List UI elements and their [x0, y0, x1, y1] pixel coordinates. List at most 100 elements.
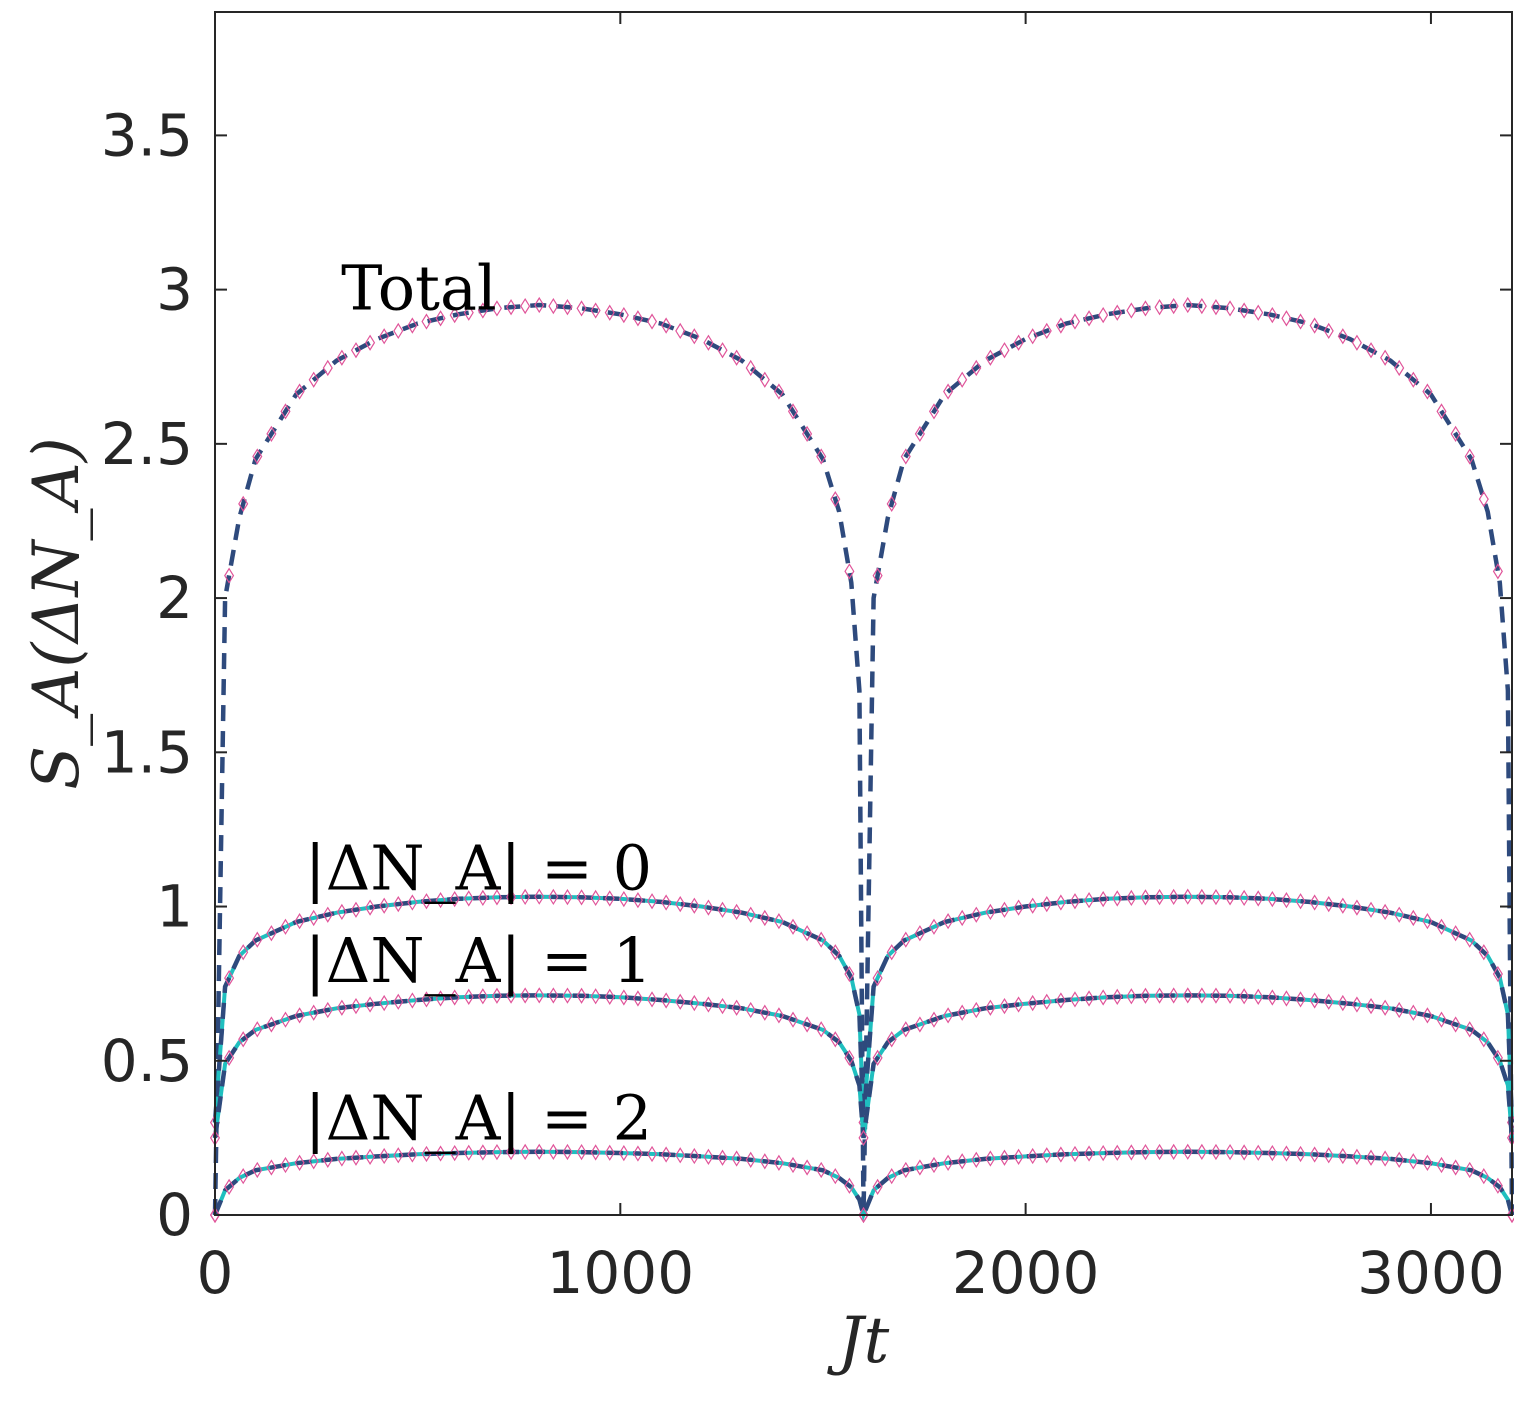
data-marker — [393, 895, 404, 913]
data-marker — [520, 987, 531, 1004]
data-marker — [1140, 300, 1151, 317]
data-marker — [773, 1007, 784, 1024]
data-marker — [886, 1168, 897, 1185]
data-marker — [1351, 899, 1362, 916]
data-marker — [632, 990, 643, 1007]
data-marker — [985, 999, 996, 1016]
data-marker — [463, 304, 474, 321]
data-marker — [1492, 563, 1503, 580]
x-tick-label: 3000 — [1357, 1239, 1505, 1307]
data-marker — [745, 1151, 756, 1168]
data-marker — [802, 1159, 813, 1176]
data-marker — [491, 1143, 503, 1161]
data-marker — [491, 300, 503, 317]
data-marker — [1084, 310, 1095, 327]
data-marker — [322, 1001, 333, 1019]
data-marker — [957, 909, 968, 927]
data-marker — [971, 359, 982, 377]
data-marker — [661, 317, 672, 334]
data-marker — [590, 889, 601, 907]
data-marker — [1323, 895, 1334, 913]
data-marker — [1295, 893, 1306, 910]
data-marker — [943, 1007, 954, 1024]
data-marker — [435, 1145, 446, 1162]
data-marker — [957, 1004, 968, 1021]
data-marker — [280, 1156, 291, 1174]
data-marker — [844, 1177, 855, 1194]
data-marker — [266, 1159, 277, 1176]
data-marker — [1351, 996, 1362, 1013]
data-marker — [703, 1148, 714, 1165]
data-marker — [1140, 889, 1151, 906]
data-marker — [224, 969, 235, 987]
ticks-layer: 0 0.5 1 1.5 2 2.5 3 3.5 0 1000 2000 3000 — [101, 12, 1512, 1307]
data-marker — [1027, 897, 1038, 914]
data-marker — [1182, 1143, 1193, 1160]
data-marker — [534, 888, 545, 905]
data-marker — [816, 1021, 827, 1038]
data-marker — [816, 448, 827, 465]
data-marker — [1295, 313, 1306, 330]
data-marker — [491, 987, 503, 1004]
data-marker — [844, 965, 855, 983]
data-marker — [928, 403, 940, 420]
data-marker — [802, 425, 813, 443]
data-marker — [1224, 987, 1236, 1004]
data-marker — [1027, 994, 1038, 1012]
data-marker — [1380, 903, 1391, 921]
data-marker — [661, 894, 672, 911]
data-marker — [858, 1129, 869, 1147]
data-marker — [252, 1161, 263, 1179]
data-marker — [421, 313, 432, 330]
series-dashed-line — [212, 993, 1514, 1139]
data-marker — [238, 495, 249, 513]
data-marker — [407, 992, 418, 1009]
series-0 — [209, 296, 1514, 1224]
data-marker — [1224, 300, 1236, 317]
data-marker — [1436, 918, 1447, 935]
data-marker — [872, 1178, 883, 1196]
data-marker — [703, 899, 714, 916]
data-marker — [844, 563, 855, 580]
data-marker — [350, 901, 362, 918]
data-marker — [943, 913, 954, 930]
data-marker — [1055, 992, 1066, 1009]
data-marker — [1098, 890, 1109, 908]
data-marker — [604, 988, 615, 1005]
data-marker — [661, 1146, 672, 1163]
data-marker — [1210, 987, 1221, 1004]
data-marker — [1112, 304, 1123, 321]
data-marker — [914, 925, 925, 942]
data-marker — [280, 403, 291, 420]
data-marker — [1253, 988, 1264, 1005]
data-marker — [224, 1178, 235, 1196]
data-marker — [830, 944, 841, 961]
data-marker — [294, 383, 305, 400]
data-marker — [1337, 994, 1348, 1012]
data-marker — [379, 994, 390, 1012]
data-marker — [1027, 1147, 1038, 1165]
data-marker — [830, 1168, 841, 1185]
data-marker — [520, 297, 531, 315]
series-2 — [209, 987, 1514, 1147]
data-marker — [985, 349, 996, 366]
data-marker — [1380, 1150, 1391, 1167]
data-marker — [675, 1147, 686, 1164]
data-marker — [816, 931, 827, 948]
data-marker — [477, 889, 488, 907]
data-marker — [928, 1011, 940, 1028]
data-marker — [562, 1143, 573, 1161]
data-marker — [985, 903, 996, 921]
data-marker — [463, 890, 474, 907]
data-marker — [1309, 894, 1320, 911]
data-marker — [1464, 448, 1475, 465]
data-marker — [548, 888, 559, 906]
data-marker — [1450, 925, 1461, 942]
data-marker — [1464, 1161, 1475, 1179]
data-marker — [520, 888, 531, 906]
data-marker — [618, 989, 629, 1006]
data-marker — [266, 425, 277, 443]
data-marker — [618, 306, 629, 324]
data-marker — [1309, 992, 1320, 1009]
